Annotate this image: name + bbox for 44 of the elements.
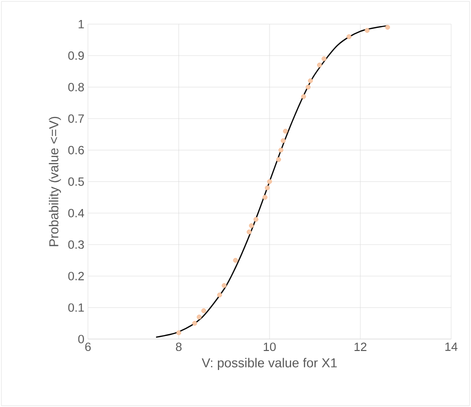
point: [276, 157, 282, 162]
y-tick-label: 1: [78, 20, 84, 28]
point: [262, 194, 268, 200]
point: [385, 24, 390, 30]
point: [346, 34, 352, 40]
point: [233, 258, 238, 263]
y-tick-label: 0.5: [68, 177, 84, 186]
point: [301, 94, 306, 99]
point: [322, 56, 326, 62]
point: [222, 283, 227, 288]
y-tick-label: 0.9: [68, 51, 84, 60]
point: [196, 314, 202, 320]
point: [246, 230, 252, 234]
x-tick-label: 8: [176, 342, 182, 351]
point: [308, 78, 313, 84]
point: [176, 330, 182, 336]
point: [306, 84, 311, 90]
point: [317, 62, 322, 68]
point: [248, 223, 254, 228]
point: [364, 28, 370, 33]
point: [254, 216, 258, 222]
y-tick-label: 0.6: [68, 146, 84, 154]
point: [278, 148, 284, 152]
point: [217, 292, 222, 298]
x-tick-label: 10: [264, 342, 276, 351]
y-tick-label: 0.8: [68, 82, 84, 92]
x-tick-label: 6: [85, 342, 91, 351]
y-tick-label: 0.1: [68, 303, 84, 312]
line-series: [155, 25, 388, 338]
point: [280, 138, 286, 143]
x-tick-label: 14: [445, 342, 458, 351]
y-tick-label: 0.4: [68, 208, 84, 218]
point: [201, 308, 206, 314]
x-tick-label: 12: [354, 342, 366, 351]
y-tick-label: 0.7: [68, 114, 84, 123]
point: [264, 185, 270, 190]
y-tick-label: 0.2: [68, 272, 84, 280]
point: [267, 179, 272, 184]
point: [283, 128, 288, 134]
x-axis-title: V: possible value for X1: [202, 358, 337, 370]
y-tick-label: 0.3: [68, 240, 84, 249]
y-tick-label: 0: [78, 334, 84, 344]
point: [192, 320, 198, 326]
y-axis-title: Probability (value <=V): [48, 116, 61, 246]
